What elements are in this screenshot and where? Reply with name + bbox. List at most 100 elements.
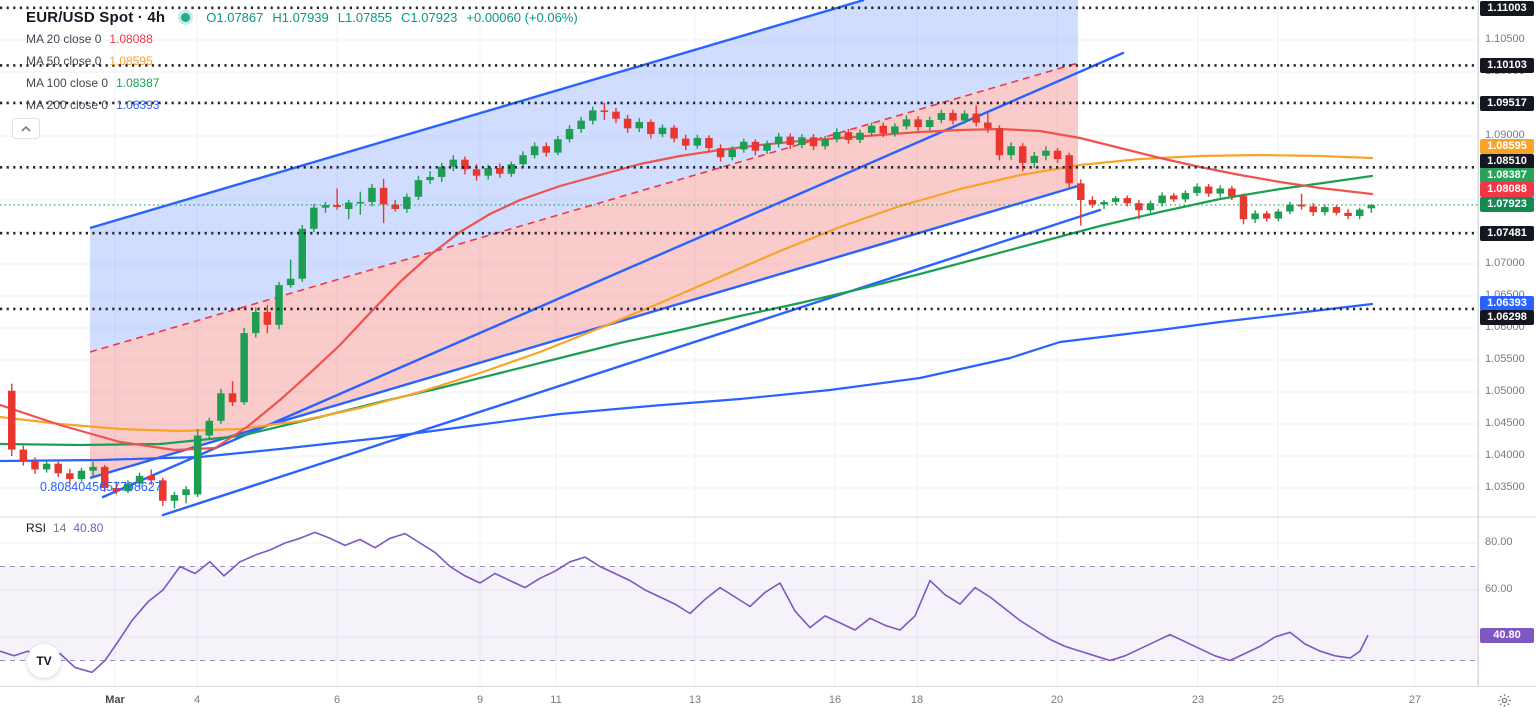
rsi-axis-badge: 40.80 xyxy=(1480,627,1534,643)
candle-body xyxy=(728,149,736,158)
ma50-label: MA 50 close 0 xyxy=(26,54,102,68)
candle-body xyxy=(54,463,62,474)
candle-body xyxy=(577,120,585,129)
candle-body xyxy=(740,141,748,150)
candle-body xyxy=(1367,205,1376,209)
time-axis-label: 9 xyxy=(476,694,484,706)
gear-icon[interactable] xyxy=(1496,693,1512,709)
candle-body xyxy=(1135,203,1143,211)
candle-body xyxy=(1123,198,1132,204)
candle-body xyxy=(1100,201,1108,205)
candle-body xyxy=(879,125,887,134)
candle-body xyxy=(100,466,109,488)
candle-body xyxy=(124,483,132,492)
time-axis-label: 20 xyxy=(1050,694,1064,706)
candle-body xyxy=(612,111,620,119)
tradingview-logo[interactable]: TV xyxy=(27,644,61,678)
rsi-title: RSI xyxy=(26,521,47,535)
channel-mid-line xyxy=(89,62,1079,353)
candle-body xyxy=(647,121,655,135)
price-axis-badge: 1.08595 xyxy=(1480,138,1534,154)
ma100-line xyxy=(0,174,1374,447)
candle-body xyxy=(182,489,190,496)
candle-body xyxy=(751,141,760,151)
legend-collapse-button[interactable] xyxy=(12,118,40,139)
candle-body xyxy=(263,312,272,325)
candle-body xyxy=(972,113,980,123)
candle-body xyxy=(1018,146,1027,163)
candle-body xyxy=(321,205,330,208)
chevron-up-icon xyxy=(21,125,31,132)
candle-body xyxy=(240,333,248,403)
price-axis-label: 1.09000 xyxy=(1485,129,1525,141)
ohlc-value: +0.00060 (+0.06%) xyxy=(466,9,578,25)
candle-body xyxy=(252,312,260,334)
candle-body xyxy=(286,278,295,286)
candle-body xyxy=(1007,146,1015,156)
candle-body xyxy=(379,187,388,205)
candle-body xyxy=(1170,195,1178,200)
ohlc-values: O1.07867 H1.07939 L1.07855 C1.07923 +0.00060… xyxy=(206,10,577,25)
time-axis[interactable]: Mar 4 6 9 11 13 16 18 20 23 25 27 xyxy=(0,686,1536,714)
channel-upper-fill xyxy=(90,0,1078,352)
price-axis-badge: 1.06393 xyxy=(1480,295,1534,311)
candle-body xyxy=(403,196,411,209)
candle-body xyxy=(1216,188,1224,194)
candle-body xyxy=(856,132,864,140)
candle-body xyxy=(1158,195,1166,204)
candle-body xyxy=(786,136,795,145)
trendline xyxy=(101,51,1125,499)
candle-body xyxy=(170,495,179,501)
candle-body xyxy=(217,393,225,421)
candle-body xyxy=(228,393,237,403)
time-axis-label: 25 xyxy=(1271,694,1285,706)
candle-body xyxy=(844,132,853,140)
candle-body xyxy=(1193,186,1201,193)
candle-body xyxy=(1077,183,1085,200)
ma100-label: MA 100 close 0 xyxy=(26,76,109,90)
trendline-coordinate-label: 0.8084045657798627 xyxy=(40,480,162,494)
price-axis-badge: 1.07481 xyxy=(1480,225,1534,241)
legend-row-ma20[interactable]: MA 20 close 0 1.08088 xyxy=(26,28,578,50)
ohlc-value: O1.07867 xyxy=(206,9,264,25)
legend-row-ma200[interactable]: MA 200 close 0 1.06393 xyxy=(26,94,578,116)
candle-body xyxy=(809,137,818,147)
candle-body xyxy=(1146,203,1155,211)
candle-body xyxy=(135,475,144,484)
candle-body xyxy=(461,159,469,170)
price-axis-label: 1.10500 xyxy=(1485,33,1525,45)
candle-body xyxy=(275,285,283,325)
candle-body xyxy=(867,125,876,133)
candle-body xyxy=(681,138,690,146)
price-axis-label: 1.03500 xyxy=(1485,481,1525,493)
ma50-line xyxy=(0,153,1374,433)
candle-body xyxy=(344,202,353,209)
candle-body xyxy=(507,164,516,174)
candle-body xyxy=(472,169,481,176)
candle-body xyxy=(147,475,155,481)
time-axis-label: 4 xyxy=(193,694,201,706)
price-axis-label: 1.05000 xyxy=(1485,385,1525,397)
candle-body xyxy=(530,146,539,156)
legend-row-ma50[interactable]: MA 50 close 0 1.08595 xyxy=(26,50,578,72)
candle-body xyxy=(437,166,446,177)
legend-row-ma100[interactable]: MA 100 close 0 1.08387 xyxy=(26,72,578,94)
candle-body xyxy=(960,113,969,121)
rsi-legend-row[interactable]: RSI 14 40.80 xyxy=(26,521,103,535)
symbol-row[interactable]: EUR/USD Spot · 4h O1.07867 H1.07939 L1.078… xyxy=(26,6,578,28)
candle-body xyxy=(1321,207,1329,213)
price-axis[interactable]: 1.105001.100001.090001.070001.065001.060… xyxy=(1478,0,1536,686)
candle-body xyxy=(554,139,562,153)
candle-body xyxy=(1111,198,1120,202)
ohlc-value: H1.07939 xyxy=(272,9,329,25)
candle-body xyxy=(42,463,51,470)
channel-lower-fill xyxy=(90,63,1078,478)
candle-body xyxy=(902,119,911,127)
ma20-value: 1.08088 xyxy=(109,32,153,46)
candle-body xyxy=(1030,155,1039,163)
candle-body xyxy=(484,168,492,176)
ma20-label: MA 20 close 0 xyxy=(26,32,102,46)
rsi-period: 14 xyxy=(53,521,67,535)
time-axis-label: 18 xyxy=(910,694,924,706)
